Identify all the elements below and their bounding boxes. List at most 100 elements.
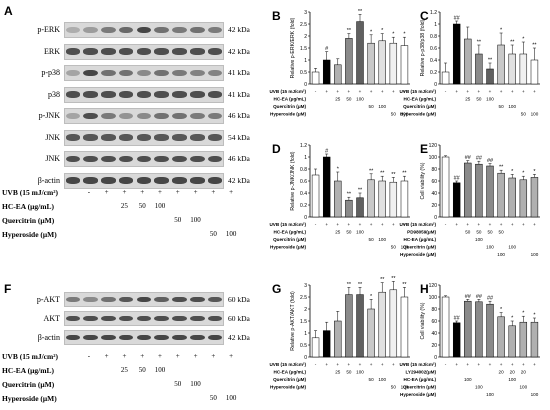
blot-kda-label: 46 kDa	[228, 154, 250, 163]
blot-band	[83, 177, 98, 184]
y-tick-label: 40	[431, 331, 437, 337]
treatment-label: LY294002(μM)	[406, 370, 437, 375]
y-tick-label: 120	[429, 143, 438, 149]
treatment-value: +	[381, 362, 384, 367]
treatment-label: UVB (15 mJ/cm²)	[269, 222, 306, 227]
bar	[519, 53, 528, 85]
blot-kda-label: 60 kDa	[228, 294, 250, 304]
western-blot-a: p-ERK 42 kDa ERK 42 kDa p-p38 41 kDa p38 41 kDa…	[0, 10, 260, 200]
significance-mark: *	[370, 294, 373, 300]
treatment-value: 100	[475, 385, 483, 390]
bar	[389, 181, 398, 218]
blot-band	[154, 91, 170, 98]
treatment-value: +	[336, 362, 339, 367]
blot-band	[101, 155, 116, 163]
treatment-value: 100	[190, 216, 201, 224]
y-tick-label: 0.5	[300, 70, 307, 76]
blot-band	[136, 134, 152, 141]
panel-letter-d: D	[272, 142, 281, 156]
treatment-value: 50	[465, 230, 471, 235]
blot-band	[65, 26, 81, 34]
treatment-value: 50	[476, 230, 482, 235]
treatment-value: 50	[369, 377, 375, 382]
treatment-value: +	[325, 222, 328, 227]
treatment-value: +	[211, 188, 216, 196]
blot-kda-label: 60 kDa	[228, 313, 250, 323]
treatment-value: 50	[174, 380, 182, 388]
blot-band	[207, 91, 223, 98]
blot-band	[101, 315, 116, 322]
blot-band	[65, 112, 81, 120]
blot-band	[118, 296, 134, 303]
y-tick-label: 1.5	[300, 46, 307, 52]
bar	[345, 38, 353, 85]
blot-band	[101, 48, 116, 55]
treatment-value: 100	[154, 366, 166, 374]
treatment-value: 50	[487, 230, 493, 235]
significance-mark: ##	[487, 158, 494, 164]
blot-band	[101, 112, 116, 120]
treatment-label: HC-EA (μg/mL)	[404, 237, 437, 242]
treatment-value: -	[315, 89, 317, 94]
panel-letter-a: A	[4, 4, 13, 18]
treatment-label: Hyperoside (μM)	[400, 112, 436, 117]
treatment-label: HC-EA (μg/mL)	[404, 97, 437, 102]
treatment-value: 100	[401, 385, 409, 390]
treatment-value: 100	[378, 377, 386, 382]
significance-mark: **	[499, 165, 504, 171]
significance-mark: *	[522, 311, 525, 317]
blot-band	[118, 91, 134, 98]
blot-band	[190, 334, 205, 341]
blot-row-label: p-AKT	[36, 294, 60, 304]
treatment-value: +	[533, 362, 536, 367]
bar	[334, 320, 342, 358]
significance-mark: **	[477, 40, 482, 46]
y-tick-label: 1.5	[300, 319, 307, 325]
y-tick-label: 0.6	[430, 46, 437, 52]
treatment-value: +	[522, 89, 525, 94]
treatment-value: +	[381, 89, 384, 94]
blot-band	[207, 296, 223, 303]
treatment-value: 50	[138, 202, 146, 210]
y-tick-label: 2.5	[300, 22, 307, 28]
treatment-value: +	[158, 188, 162, 196]
significance-mark: ##	[465, 294, 472, 300]
treatment-value: +	[455, 222, 458, 227]
treatment-label: Hyperoside (μM)	[270, 245, 306, 250]
blot-band	[190, 48, 205, 55]
blot-band	[101, 91, 116, 98]
treatment-value: 50	[476, 97, 482, 102]
blot-band	[154, 26, 170, 34]
bar	[508, 177, 516, 218]
treatment-label: HC-EA (μg/mL)	[274, 370, 307, 375]
treatment-value: 50	[209, 230, 217, 238]
blot-band	[172, 69, 187, 77]
y-tick-label: 1.2	[300, 143, 307, 149]
significance-mark: **	[347, 192, 352, 198]
treatment-label: Hyperoside (μM)	[2, 230, 57, 239]
blot-kda-label: 42 kDa	[228, 332, 250, 342]
blot-band	[172, 177, 187, 184]
panel-letter-e: E	[420, 142, 428, 156]
bar	[519, 179, 528, 218]
blot-band	[190, 296, 205, 303]
y-tick-label: 40	[431, 191, 437, 197]
blot-band	[207, 48, 223, 55]
bar	[475, 53, 483, 85]
treatment-label: UVB (15 mJ/cm²)	[399, 89, 436, 94]
blot-band	[154, 48, 170, 55]
significance-mark: *	[370, 29, 373, 35]
significance-mark: ##	[454, 316, 461, 322]
treatment-value: +	[211, 352, 216, 360]
blot-band	[190, 69, 205, 77]
treatment-value: 100	[464, 377, 472, 382]
bar	[378, 40, 386, 85]
bar	[322, 156, 331, 218]
treatment-value: +	[511, 222, 514, 227]
treatment-value: +	[466, 222, 469, 227]
treatment-value: 100	[401, 112, 409, 117]
blot-band	[101, 69, 116, 77]
treatment-value: +	[500, 89, 503, 94]
treatment-label: UVB (15 mJ/cm²)	[269, 362, 306, 367]
treatment-value: +	[500, 362, 503, 367]
